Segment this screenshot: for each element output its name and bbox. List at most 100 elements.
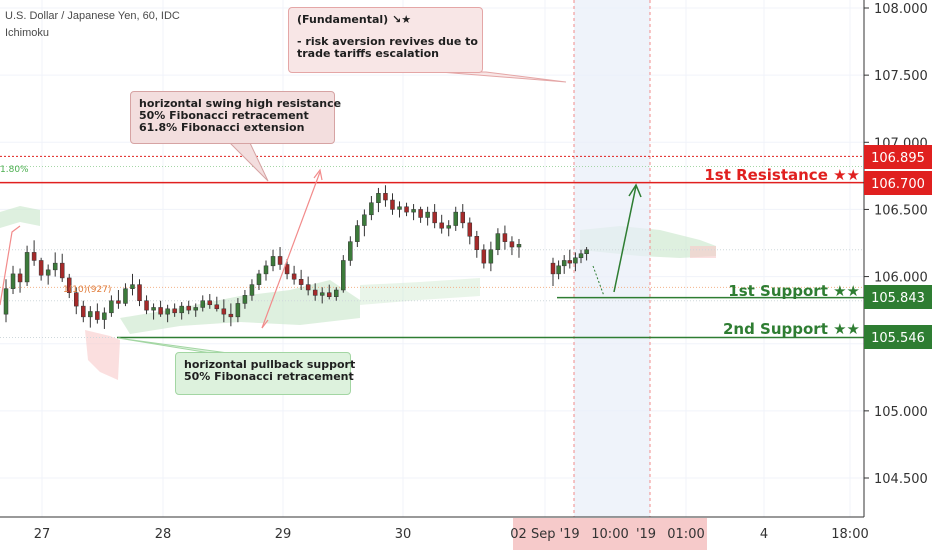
candle (144, 295, 149, 315)
candle (256, 269, 262, 290)
candle (326, 284, 332, 300)
resistance-note[interactable]: horizontal swing high resistance 50% Fib… (130, 91, 342, 144)
price-tick-label: 107.500 (874, 69, 928, 84)
x-label-1000: 10:00 (591, 527, 628, 542)
candle (284, 259, 290, 280)
price-axis-ticks: 104.500105.000105.500106.000106.500107.0… (864, 2, 928, 487)
support-note[interactable]: horizontal pullback support 50% Fibonacc… (175, 352, 356, 395)
candle (165, 304, 170, 323)
candle (102, 307, 107, 329)
x-label-02-sep: 02 Sep '19 (510, 527, 579, 542)
candle (81, 300, 86, 323)
candle (369, 196, 374, 221)
price-tag-resistance-1-text: 106.700 (871, 177, 925, 192)
candle (179, 302, 184, 320)
candle (488, 241, 494, 272)
price-tick-label: 106.000 (874, 271, 928, 286)
support-note-line-1: horizontal pullback support (184, 358, 356, 371)
fib-label-top: 1.80% (0, 165, 29, 175)
candlesticks (3, 185, 589, 329)
price-tag-resistance-upper (864, 145, 932, 169)
fib-label-mid: 1(10)(927) (63, 285, 111, 295)
resistance-note-line-1: horizontal swing high resistance (139, 97, 342, 110)
x-label-28: 28 (155, 527, 172, 542)
candle (109, 295, 114, 317)
first-support-label: 1st Support ★★ (728, 282, 860, 300)
candle (383, 185, 388, 207)
cloud-green-1 (0, 206, 40, 228)
candle (298, 269, 304, 290)
price-tick-label: 108.000 (874, 2, 928, 17)
level-lines (0, 155, 864, 339)
projection-arrows (0, 168, 642, 329)
cloud-red-1 (85, 330, 120, 380)
annotation-connectors (117, 71, 567, 354)
candle (362, 209, 367, 237)
fundamental-note-pointer (439, 71, 567, 83)
candle (158, 300, 163, 317)
candle (193, 303, 198, 317)
candle (214, 296, 220, 312)
candle (474, 230, 480, 258)
candle (425, 206, 430, 226)
x-label-4: 4 (760, 527, 768, 542)
x-label-19: '19 (636, 527, 656, 542)
session-highlight (574, 0, 650, 517)
time-axis[interactable] (0, 517, 864, 550)
time-axis-highlight (513, 518, 707, 550)
candle (495, 228, 501, 256)
candle (561, 255, 567, 274)
candle (376, 187, 381, 213)
candle (305, 276, 311, 296)
candle (263, 260, 269, 281)
price-tag-support-1 (864, 285, 932, 309)
candle (10, 265, 16, 295)
x-label-0100: 01:00 (667, 527, 704, 542)
resistance-note-line-2: 50% Fibonacci retracement (139, 109, 309, 122)
fundamental-note-line-1: (Fundamental) ↘★ (297, 13, 412, 26)
candle (242, 290, 248, 309)
candle (390, 193, 395, 215)
second-support-label: 2nd Support ★★ (723, 320, 860, 338)
candle (207, 294, 213, 309)
fundamental-note-line-4: trade tariffs escalation (297, 47, 439, 60)
candle (502, 225, 508, 250)
candle (249, 279, 255, 301)
candle (52, 252, 58, 277)
candle (334, 287, 339, 301)
x-label-30: 30 (395, 527, 412, 542)
swing-arrow-2-head (313, 168, 323, 181)
projection-dotted (592, 265, 605, 297)
candle (123, 283, 128, 307)
cloud-green-3 (360, 278, 480, 305)
candle (348, 236, 353, 266)
support-note-pointer (117, 337, 229, 354)
price-tag-support-1-text: 105.843 (871, 291, 925, 306)
indicator-label[interactable]: Ichimoku (5, 27, 50, 39)
candle (550, 257, 556, 286)
candle (418, 206, 423, 223)
candle (221, 299, 227, 323)
price-tag-resistance-1 (864, 171, 932, 195)
candle (453, 206, 458, 231)
projection-arrow-head (628, 183, 642, 198)
x-label-29: 29 (275, 527, 292, 542)
candle (439, 214, 444, 234)
candle (45, 264, 51, 285)
swing-arrow-3 (261, 319, 269, 329)
fundamental-note[interactable]: (Fundamental) ↘★ - risk aversion revives… (288, 7, 483, 73)
candle (432, 204, 437, 229)
candle (270, 249, 276, 272)
candle (66, 273, 72, 299)
price-axis[interactable] (864, 0, 932, 550)
candle (312, 283, 318, 301)
resistance-note-line-3: 61.8% Fibonacci extension (139, 121, 305, 134)
candle (31, 240, 37, 266)
candle (95, 303, 100, 324)
candle (74, 287, 79, 315)
candle (341, 255, 346, 293)
candle (277, 247, 283, 270)
candle (88, 306, 93, 328)
